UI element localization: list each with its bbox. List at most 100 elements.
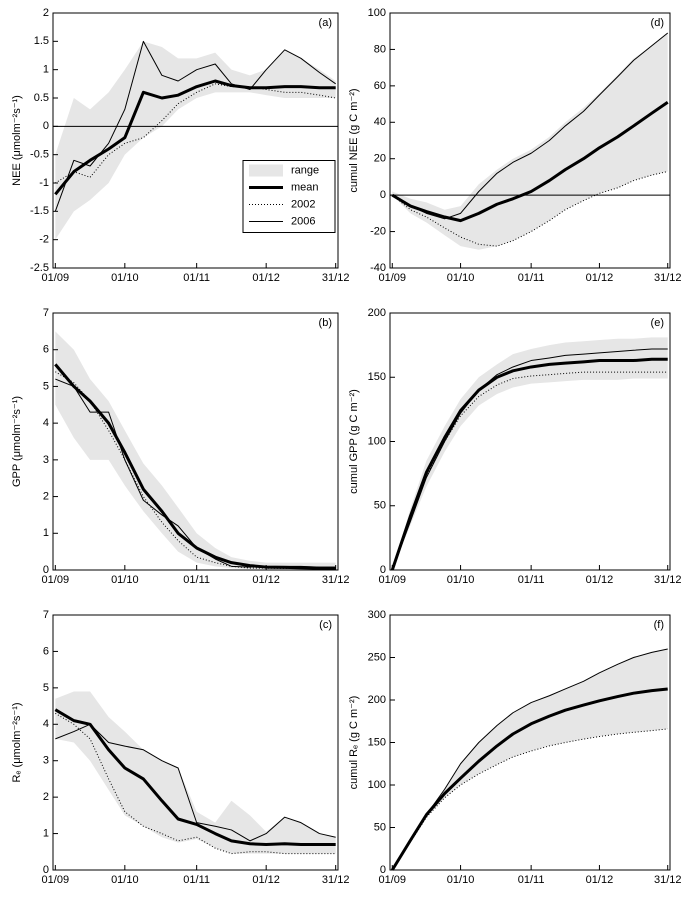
x-tick-label: 01/11 <box>183 272 210 284</box>
legend-label: 2002 <box>291 198 315 210</box>
y-axis-label: GPP (μmolm⁻²s⁻¹) <box>11 396 23 487</box>
y-tick-label: 0 <box>380 189 386 201</box>
x-tick-label: 01/12 <box>252 272 280 284</box>
y-tick-label: 2 <box>43 791 49 803</box>
panel-label: (c) <box>319 619 332 631</box>
y-tick-label: 7 <box>43 307 49 319</box>
range-band <box>392 33 668 250</box>
x-tick-label: 01/09 <box>379 874 407 886</box>
y-tick-label: 50 <box>374 500 386 512</box>
y-tick-label: -20 <box>370 225 386 237</box>
panel: 0 1 2 3 4 5 6 7 01/09 01/10 01/11 01/12 31/12 (b) GPP … <box>11 307 350 586</box>
y-axis-label: NEE (μmolm⁻²s⁻¹) <box>11 95 23 186</box>
x-tick-label: 31/12 <box>654 874 682 886</box>
y-tick-label: -1.5 <box>30 205 49 217</box>
x-tick-label: 01/10 <box>447 574 475 586</box>
legend-label: 2006 <box>291 215 315 227</box>
y-tick-label: 0 <box>43 120 49 132</box>
x-tick-label: 01/11 <box>518 874 545 886</box>
y-tick-label: 5 <box>43 682 49 694</box>
series-line <box>392 32 669 220</box>
y-tick-label: -0.5 <box>30 149 49 161</box>
series-line <box>54 708 336 846</box>
y-tick-label: 300 <box>368 609 386 621</box>
range-band <box>55 691 336 854</box>
y-tick-label: 1 <box>43 827 49 839</box>
x-tick-label: 31/12 <box>322 874 350 886</box>
x-tick-label: 01/11 <box>518 574 545 586</box>
panel: 0 50 100 150 200 01/09 01/10 01/11 01/12 31/12 (e)… <box>348 307 682 586</box>
x-tick-label: 31/12 <box>322 574 350 586</box>
y-tick-label: 4 <box>43 417 49 429</box>
x-tick-label: 01/10 <box>111 574 139 586</box>
plot-frame <box>52 312 339 571</box>
series-line <box>54 40 336 212</box>
x-tick-label: 01/11 <box>183 574 210 586</box>
panel-label: (f) <box>654 619 664 631</box>
x-tick-label: 01/12 <box>586 272 614 284</box>
y-tick-label: 0 <box>380 864 386 876</box>
x-tick-label: 01/11 <box>183 874 210 886</box>
y-tick-label: 100 <box>368 435 386 447</box>
x-tick-label: 01/10 <box>111 272 139 284</box>
x-tick-label: 01/09 <box>42 874 70 886</box>
x-tick-label: 01/09 <box>42 272 70 284</box>
series-line <box>391 348 668 571</box>
y-tick-label: 250 <box>368 651 386 663</box>
y-tick-label: 1 <box>43 527 49 539</box>
x-tick-label: 01/09 <box>42 574 70 586</box>
y-tick-label: 150 <box>368 736 386 748</box>
y-tick-label: 0.5 <box>34 92 49 104</box>
y-tick-label: 3 <box>43 755 49 767</box>
y-tick-label: 40 <box>374 116 386 128</box>
y-tick-label: -40 <box>370 262 386 274</box>
x-tick-label: 31/12 <box>322 272 350 284</box>
legend-label: mean <box>291 181 319 193</box>
y-axis-label: Rₑ (μmolm⁻²s⁻¹) <box>11 702 23 782</box>
x-tick-label: 01/12 <box>586 574 614 586</box>
series-line <box>55 712 336 855</box>
y-axis-label: cumul NEE (g C m⁻²) <box>348 88 360 192</box>
panel-label: (d) <box>651 17 664 29</box>
series-line <box>390 357 668 571</box>
y-tick-label: 50 <box>374 821 386 833</box>
y-tick-label: -1 <box>39 177 49 189</box>
y-tick-label: 1.5 <box>34 35 49 47</box>
legend-swatch <box>249 164 283 177</box>
y-tick-label: 100 <box>368 7 386 19</box>
range-band <box>55 41 336 240</box>
series-line <box>55 83 336 184</box>
y-tick-label: 3 <box>43 454 49 466</box>
y-tick-label: 60 <box>374 80 386 92</box>
y-tick-label: 150 <box>368 371 386 383</box>
y-tick-label: 80 <box>374 43 386 55</box>
y-tick-label: 200 <box>368 694 386 706</box>
series-line <box>390 687 668 871</box>
plot-frame <box>52 614 339 871</box>
legend-box <box>242 160 336 233</box>
y-tick-label: 6 <box>43 344 49 356</box>
series-line <box>391 371 668 571</box>
y-tick-label: 5 <box>43 380 49 392</box>
y-axis-label: cumul GPP (g C m⁻²) <box>348 389 360 494</box>
y-tick-label: -2.5 <box>30 262 49 274</box>
panel-label: (b) <box>319 317 332 329</box>
y-tick-label: 2 <box>43 490 49 502</box>
x-tick-label: 01/12 <box>252 574 280 586</box>
x-tick-label: 31/12 <box>654 574 682 586</box>
series-line <box>391 648 668 871</box>
y-tick-label: 2 <box>43 7 49 19</box>
x-tick-label: 01/10 <box>111 874 139 886</box>
y-tick-label: 6 <box>43 645 49 657</box>
panel: -2.5 -2 -1.5 -1 -0.5 0 0.5 1 1.5 2 01/09 01/10 01/11… <box>11 7 350 284</box>
panel: 0 50 100 150 200 250 300 01/09 01/10 01/11 01/12 31… <box>348 609 682 886</box>
series-line <box>55 378 336 568</box>
y-tick-label: 7 <box>43 609 49 621</box>
panel: -40 -20 0 20 40 60 80 100 01/09 01/10 01/11 01/12 31… <box>348 7 682 284</box>
y-tick-label: 0 <box>380 564 386 576</box>
y-tick-label: 4 <box>43 718 49 730</box>
series-line <box>391 170 668 247</box>
plot-frame <box>389 12 671 269</box>
y-tick-label: 20 <box>374 153 386 165</box>
